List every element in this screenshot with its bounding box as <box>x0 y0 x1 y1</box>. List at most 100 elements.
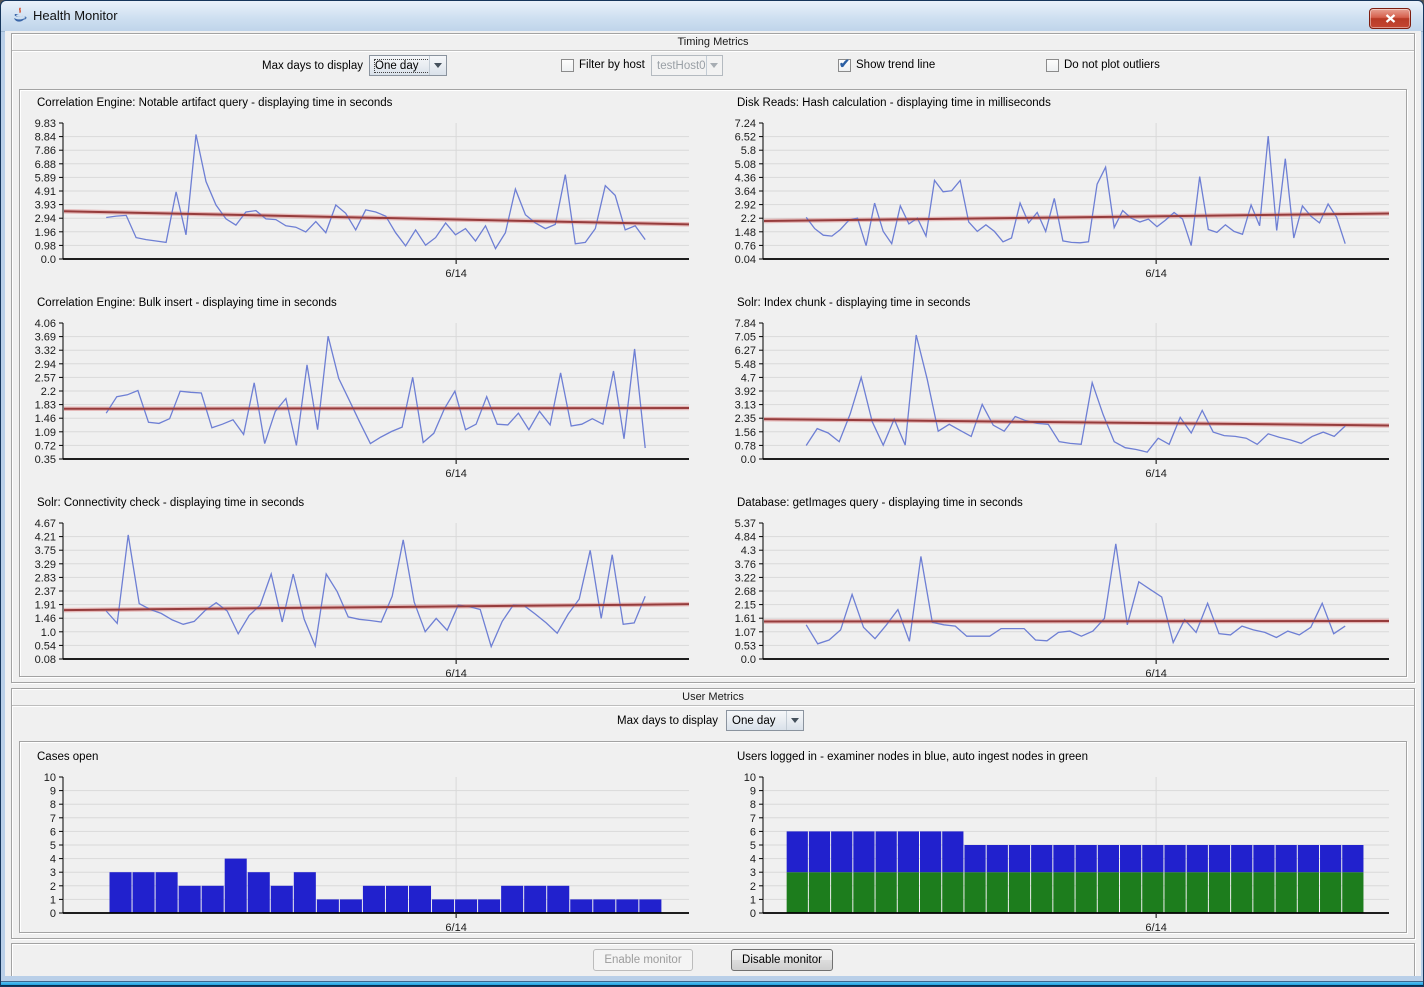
disable-monitor-button[interactable]: Disable monitor <box>731 949 833 971</box>
chart-solr-index-chunk: Solr: Index chunk - displaying time in s… <box>727 297 1399 487</box>
timing-section-header: Timing Metrics <box>12 34 1414 51</box>
chart-title: Solr: Index chunk - displaying time in s… <box>737 297 970 309</box>
close-icon <box>1385 14 1396 23</box>
svg-text:4: 4 <box>750 854 756 866</box>
svg-text:1.46: 1.46 <box>35 413 56 425</box>
timing-max-days-combo[interactable]: One day <box>369 55 447 76</box>
svg-text:2.83: 2.83 <box>35 572 56 584</box>
svg-text:0.98: 0.98 <box>35 240 56 252</box>
svg-text:1.46: 1.46 <box>35 613 56 625</box>
svg-text:5.08: 5.08 <box>735 159 756 171</box>
svg-text:3.13: 3.13 <box>735 400 756 412</box>
svg-text:3.22: 3.22 <box>735 572 756 584</box>
chart-cases-open: Cases open 1098765432106/14 <box>27 751 699 937</box>
svg-text:2.15: 2.15 <box>735 600 756 612</box>
svg-text:2: 2 <box>750 881 756 893</box>
svg-text:0.0: 0.0 <box>41 254 56 266</box>
filter-host-combo[interactable]: testHost0 <box>651 55 723 76</box>
svg-text:8: 8 <box>750 799 756 811</box>
svg-text:1.96: 1.96 <box>35 227 56 239</box>
svg-text:3: 3 <box>50 867 56 879</box>
filter-by-host-label: Filter by host <box>579 59 645 71</box>
svg-text:5: 5 <box>50 840 56 852</box>
show-trend-line-checkbox[interactable]: ✔ <box>838 59 851 72</box>
chevron-down-icon <box>429 56 446 75</box>
svg-text:0.0: 0.0 <box>741 654 756 666</box>
titlebar: Health Monitor <box>1 1 1423 32</box>
svg-text:4.06: 4.06 <box>35 319 56 330</box>
svg-text:1.48: 1.48 <box>735 227 756 239</box>
svg-text:0.78: 0.78 <box>735 440 756 452</box>
filter-by-host-checkbox[interactable] <box>561 59 574 72</box>
svg-text:6.27: 6.27 <box>735 345 756 357</box>
chart-title: Users logged in - examiner nodes in blue… <box>737 751 1088 763</box>
svg-text:7.84: 7.84 <box>735 319 756 330</box>
svg-text:2.94: 2.94 <box>35 359 56 371</box>
svg-text:0.54: 0.54 <box>35 640 56 652</box>
svg-text:5.48: 5.48 <box>735 359 756 371</box>
svg-text:2.35: 2.35 <box>735 413 756 425</box>
svg-text:8.84: 8.84 <box>35 132 56 144</box>
java-app-icon <box>11 7 28 24</box>
svg-text:2.68: 2.68 <box>735 586 756 598</box>
svg-text:10: 10 <box>744 773 756 784</box>
svg-text:6.88: 6.88 <box>35 159 56 171</box>
window-title: Health Monitor <box>33 8 118 23</box>
chevron-down-icon <box>706 56 722 75</box>
svg-text:6/14: 6/14 <box>445 468 466 479</box>
svg-text:10: 10 <box>44 773 56 784</box>
svg-text:1.56: 1.56 <box>735 427 756 439</box>
svg-text:0: 0 <box>750 908 756 920</box>
svg-text:0.53: 0.53 <box>735 640 756 652</box>
health-monitor-window: Health Monitor Timing Metrics Max days t… <box>0 0 1424 987</box>
svg-text:6/14: 6/14 <box>1145 922 1166 933</box>
svg-text:0.0: 0.0 <box>741 454 756 466</box>
timing-max-days-label: Max days to display <box>241 60 363 72</box>
chart-solr-connectivity-check: Solr: Connectivity check - displaying ti… <box>27 497 699 687</box>
chart-title: Solr: Connectivity check - displaying ti… <box>37 497 304 509</box>
svg-text:0.76: 0.76 <box>735 240 756 252</box>
svg-text:3.76: 3.76 <box>735 559 756 571</box>
chart-title: Correlation Engine: Bulk insert - displa… <box>37 297 337 309</box>
close-button[interactable] <box>1369 8 1411 29</box>
svg-text:3.75: 3.75 <box>35 545 56 557</box>
svg-text:4.21: 4.21 <box>35 532 56 544</box>
svg-text:6.52: 6.52 <box>735 132 756 144</box>
svg-text:1.91: 1.91 <box>35 600 56 612</box>
svg-text:6: 6 <box>750 826 756 838</box>
svg-text:2.92: 2.92 <box>735 200 756 212</box>
svg-text:1.61: 1.61 <box>735 613 756 625</box>
svg-text:1.09: 1.09 <box>35 427 56 439</box>
user-max-days-combo[interactable]: One day <box>726 710 804 731</box>
svg-text:2: 2 <box>50 881 56 893</box>
svg-text:4.84: 4.84 <box>735 532 756 544</box>
svg-text:3.69: 3.69 <box>35 332 56 344</box>
do-not-plot-outliers-checkbox[interactable] <box>1046 59 1059 72</box>
svg-text:7.24: 7.24 <box>735 119 756 130</box>
svg-text:1.83: 1.83 <box>35 400 56 412</box>
chart-title: Cases open <box>37 751 98 763</box>
svg-text:1: 1 <box>750 894 756 906</box>
svg-text:1.07: 1.07 <box>735 627 756 639</box>
enable-monitor-button[interactable]: Enable monitor <box>593 949 693 971</box>
svg-text:7.05: 7.05 <box>735 332 756 344</box>
svg-text:0.04: 0.04 <box>735 254 756 266</box>
svg-text:0.08: 0.08 <box>35 654 56 666</box>
chart-correlation-bulk-insert: Correlation Engine: Bulk insert - displa… <box>27 297 699 487</box>
svg-text:6/14: 6/14 <box>1145 468 1166 479</box>
svg-text:1: 1 <box>50 894 56 906</box>
chart-database-getimages-query: Database: getImages query - displaying t… <box>727 497 1399 687</box>
svg-text:2.2: 2.2 <box>41 386 56 398</box>
svg-text:7: 7 <box>50 813 56 825</box>
user-max-days-label: Max days to display <box>593 715 718 727</box>
svg-text:2.94: 2.94 <box>35 213 56 225</box>
svg-text:5: 5 <box>750 840 756 852</box>
svg-text:0: 0 <box>50 908 56 920</box>
svg-text:3.93: 3.93 <box>35 200 56 212</box>
svg-text:5.8: 5.8 <box>741 145 756 157</box>
svg-text:9: 9 <box>50 786 56 798</box>
svg-text:4.3: 4.3 <box>741 545 756 557</box>
svg-text:2.57: 2.57 <box>35 372 56 384</box>
window-bottom-frame <box>1 976 1423 986</box>
svg-text:6: 6 <box>50 826 56 838</box>
